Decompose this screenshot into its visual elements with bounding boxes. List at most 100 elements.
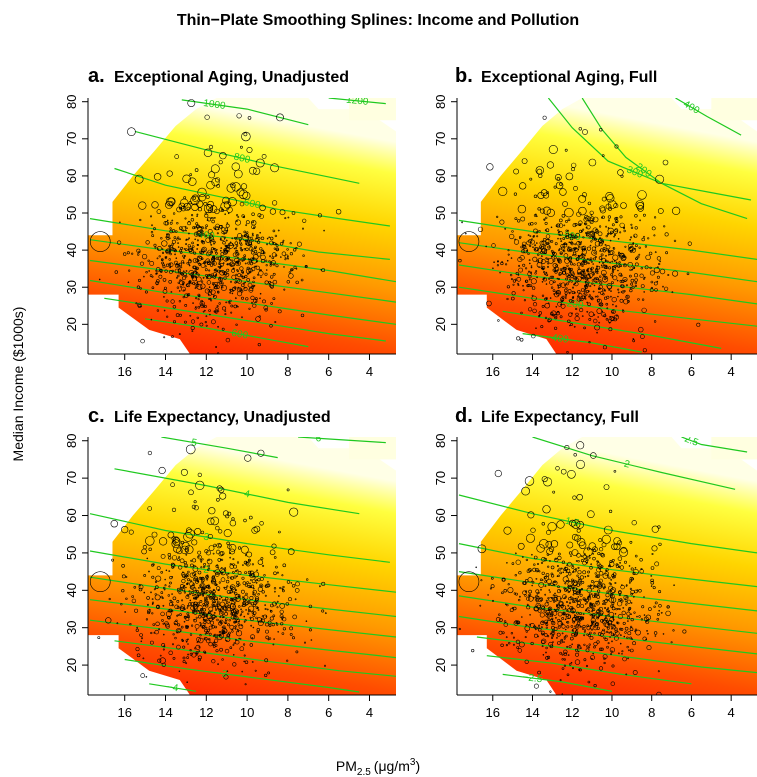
county-point [515, 639, 521, 645]
county-point [274, 234, 278, 238]
y-tick-label: 50 [64, 206, 79, 220]
county-point [509, 273, 513, 277]
county-point [195, 222, 199, 226]
county-point [208, 567, 211, 570]
county-point [258, 270, 264, 276]
county-point [640, 334, 645, 339]
county-point [177, 558, 180, 561]
county-point [191, 194, 199, 202]
county-point [198, 207, 203, 212]
county-point [186, 593, 190, 597]
county-point [213, 600, 216, 604]
county-point [261, 615, 264, 618]
county-point [195, 596, 198, 599]
county-point [236, 584, 239, 588]
county-point [623, 560, 627, 564]
county-point [264, 594, 267, 597]
county-point [525, 596, 531, 601]
county-point [249, 570, 254, 575]
county-point [219, 266, 222, 268]
county-point [155, 272, 158, 275]
county-point [171, 229, 176, 233]
county-point [210, 250, 213, 254]
county-point [169, 229, 173, 234]
county-point [605, 245, 611, 250]
county-point [207, 584, 210, 587]
county-point [611, 310, 615, 314]
county-point [216, 618, 219, 622]
county-point [564, 618, 567, 621]
county-point [629, 625, 633, 628]
county-point [218, 630, 222, 634]
county-point [209, 313, 211, 316]
county-point [593, 605, 596, 608]
county-point [575, 459, 585, 469]
x-tick-label: 16 [117, 705, 131, 720]
county-point [571, 167, 575, 172]
county-point [634, 554, 638, 558]
county-point [530, 527, 536, 533]
county-point [219, 601, 226, 607]
county-point [632, 339, 636, 343]
county-point [563, 253, 569, 258]
county-point [548, 546, 555, 553]
county-point [541, 476, 548, 483]
county-point [659, 260, 662, 263]
county-point [609, 239, 612, 242]
county-point [545, 651, 547, 654]
county-point [212, 634, 216, 637]
county-point [654, 288, 658, 292]
county-point [164, 621, 169, 626]
county-point [233, 564, 238, 569]
county-point [563, 243, 566, 245]
county-point [585, 216, 591, 222]
county-point [538, 311, 542, 315]
county-point [249, 166, 257, 175]
county-point [535, 231, 539, 234]
county-point [163, 588, 166, 591]
county-point [617, 269, 619, 272]
contour-line [89, 599, 396, 638]
county-point [524, 476, 535, 486]
county-point [629, 587, 633, 591]
county-point [517, 204, 527, 214]
county-point [602, 573, 609, 579]
county-point [604, 615, 608, 618]
county-point [199, 600, 203, 603]
contour-label: −4 [166, 682, 179, 695]
county-point [146, 596, 150, 600]
county-point [168, 570, 171, 573]
county-point [606, 260, 609, 263]
county-point [224, 310, 227, 313]
county-point [164, 269, 168, 273]
county-point [553, 608, 556, 611]
county-point [318, 585, 321, 588]
county-point [210, 620, 215, 625]
county-point [571, 643, 574, 646]
county-point [531, 295, 537, 301]
county-point [171, 555, 178, 561]
county-point [565, 172, 574, 181]
county-point [557, 620, 563, 626]
county-point [224, 213, 226, 215]
county-point [627, 620, 629, 622]
county-point [522, 247, 529, 254]
county-point [557, 286, 560, 289]
county-point [243, 518, 247, 523]
county-point [286, 488, 290, 492]
county-point [282, 585, 285, 589]
county-point [650, 585, 653, 587]
county-point [535, 578, 538, 580]
county-point [565, 579, 568, 582]
county-point [305, 620, 308, 623]
county-point [643, 596, 645, 598]
county-point [528, 589, 532, 594]
county-point [168, 279, 172, 284]
county-point [158, 466, 166, 475]
county-point [568, 268, 572, 272]
county-point [563, 664, 567, 667]
county-point [259, 292, 262, 295]
county-point [156, 246, 162, 251]
county-point [649, 266, 652, 270]
county-point [211, 282, 215, 286]
